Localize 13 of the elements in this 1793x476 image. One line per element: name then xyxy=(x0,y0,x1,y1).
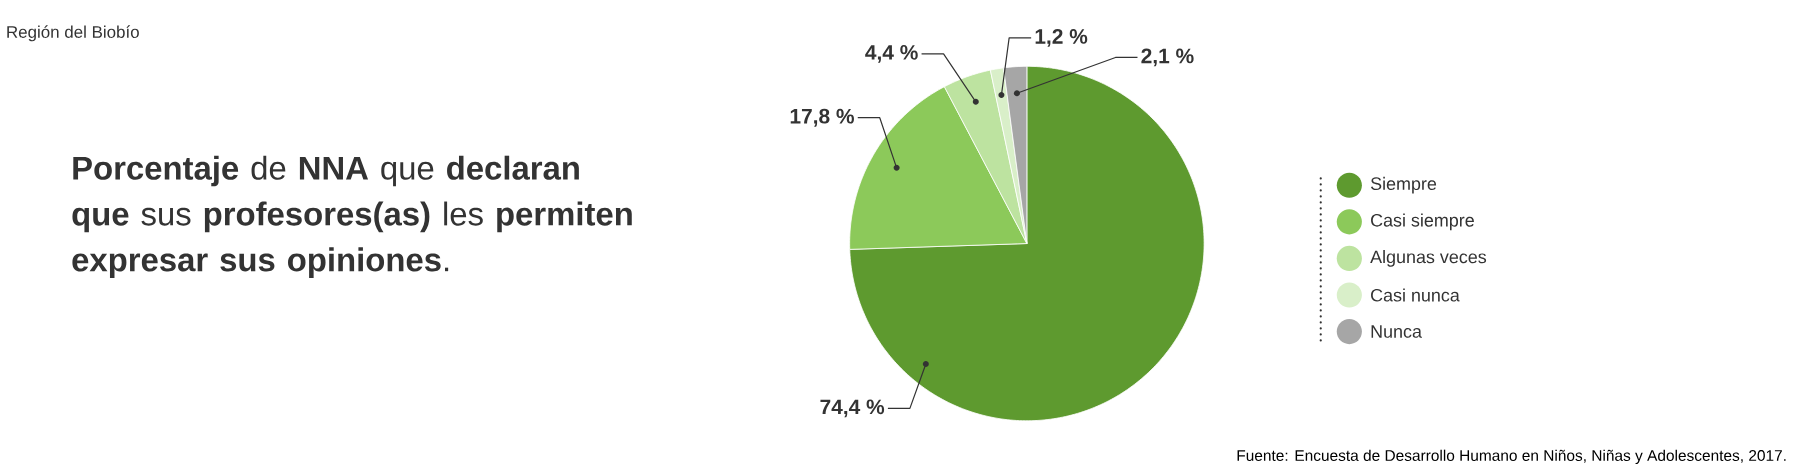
legend-label: Casi nunca xyxy=(1371,288,1460,302)
legend-label: Nunca xyxy=(1371,325,1422,338)
data-label: 1,2 % xyxy=(1035,29,1088,47)
legend-label: Algunas veces xyxy=(1370,250,1487,267)
chart-title: Porcentaje de NNA que declaran que sus profesores(as) les permiten expresar sus opiniones. xyxy=(72,155,632,279)
data-label: 2,1 % xyxy=(1141,48,1194,67)
data-label: 4,4 % xyxy=(865,45,918,63)
data-label: 74,4 % xyxy=(820,399,885,418)
text: Región del Biobío xyxy=(7,25,139,42)
data-label: 17,8 % xyxy=(790,108,854,127)
source-note: Fuente: Encuesta de Desarrollo Humano en Niños, Niñas y Adolescentes, 2017. xyxy=(1237,449,1786,465)
legend-label: Siempre xyxy=(1370,176,1437,194)
legend-label: Casi siempre xyxy=(1371,213,1474,231)
